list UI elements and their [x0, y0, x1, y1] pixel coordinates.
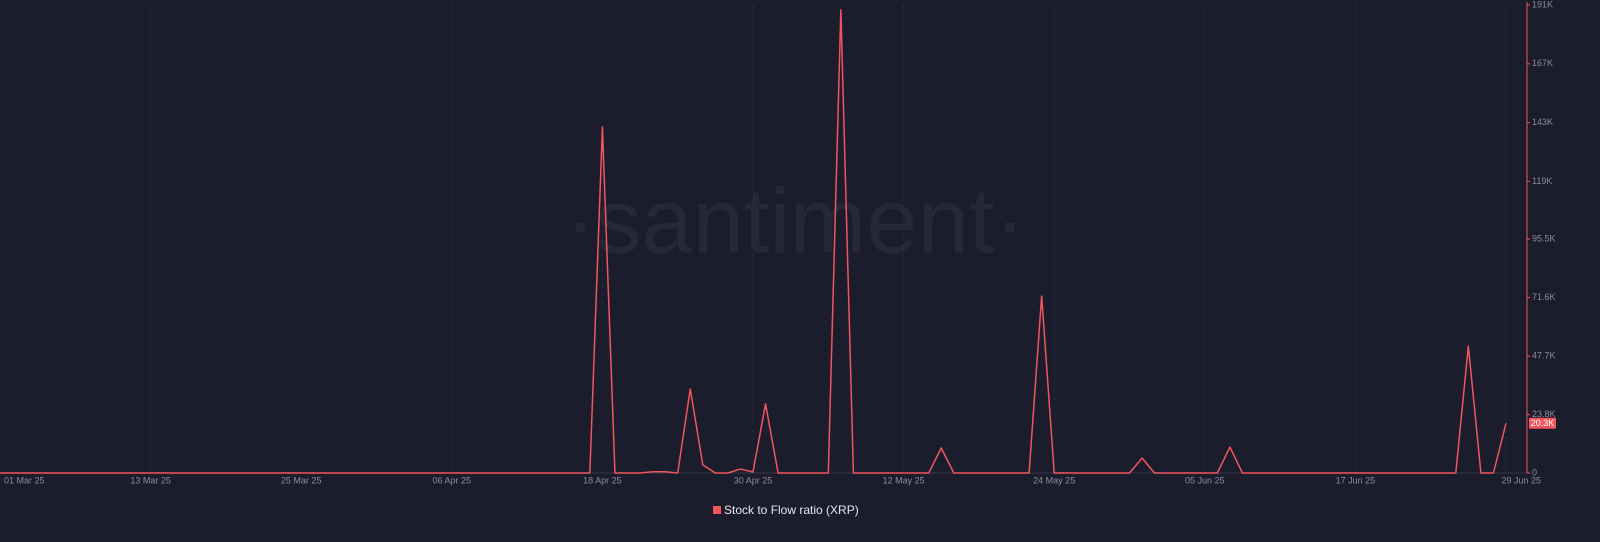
y-tick-label: 0 [1532, 467, 1537, 477]
x-tick-label: 06 Apr 25 [433, 475, 472, 485]
x-tick-label: 30 Apr 25 [734, 475, 773, 485]
y-tick-label: 191K [1532, 0, 1553, 9]
y-tick-label: 71.6K [1532, 292, 1556, 302]
x-tick-label: 25 Mar 25 [281, 475, 322, 485]
x-tick-label: 18 Apr 25 [583, 475, 622, 485]
legend-label: Stock to Flow ratio (XRP) [724, 503, 859, 517]
x-tick-label: 12 May 25 [883, 475, 925, 485]
value-label: 20.3K [1531, 418, 1555, 428]
x-tick-label: 24 May 25 [1033, 475, 1075, 485]
x-tick-label: 01 Mar 25 [4, 475, 45, 485]
y-tick-label: 143K [1532, 117, 1553, 127]
legend-swatch [713, 506, 721, 514]
watermark: ·santiment· [565, 170, 1025, 272]
value-badge [1529, 417, 1556, 429]
y-tick-label: 23.8K [1532, 409, 1556, 419]
x-tick-label: 13 Mar 25 [130, 475, 171, 485]
y-tick-label: 119K [1532, 176, 1552, 186]
y-tick-label: 167K [1532, 58, 1553, 68]
x-tick-label: 17 Jun 25 [1336, 475, 1376, 485]
x-tick-label: 29 Jun 25 [1501, 475, 1541, 485]
y-tick-label: 47.7K [1532, 350, 1556, 360]
y-tick-label: 95.5K [1532, 233, 1556, 243]
x-tick-label: 05 Jun 25 [1185, 475, 1225, 485]
series-line [0, 9, 1507, 474]
